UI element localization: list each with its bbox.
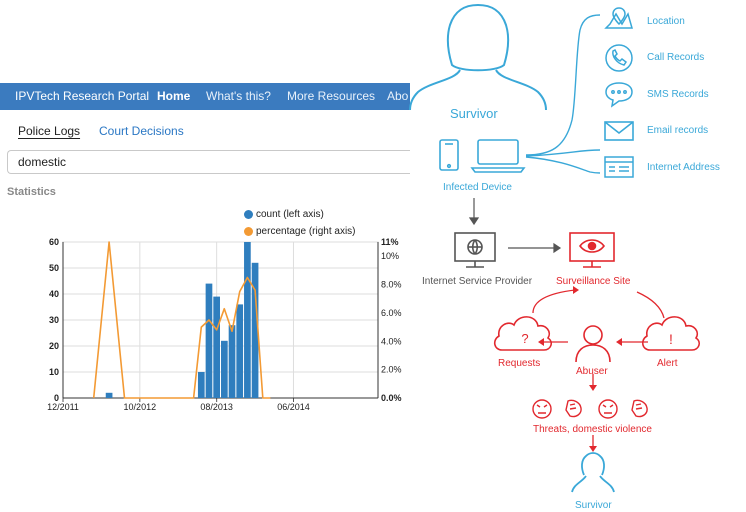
percentage-line [92,241,271,399]
statistics-chart: 60 50 40 30 20 10 0 11% 10% 8.0% 6.0% 4.0% 2.0% 0.0% 1… [47,237,402,412]
threats-label: Threats, domestic violence [533,424,652,435]
y-left-tick-label: 50 [49,263,59,273]
isp-label: Internet Service Provider [422,276,533,287]
call-records-icon [605,44,633,72]
sms-records-icon [605,82,633,108]
location-icon [604,7,633,29]
x-tick-label: 12/2011 [47,402,79,412]
alert-exclamation: ! [669,331,673,347]
nav-about[interactable]: Abo [387,89,409,103]
y-left-tick-label: 20 [49,341,59,351]
surveillance-site-label: Surveillance Site [556,276,631,287]
y-right-tick-label: 8.0% [381,280,402,290]
email-records-icon [604,121,634,141]
nav-whats-this[interactable]: What's this? [206,89,271,103]
count-bar [205,283,213,398]
y-right-tick-label: 11% [381,237,399,247]
requests-label: Requests [498,358,541,369]
count-bar [244,242,251,398]
y-right-tick-label: 0.0% [381,393,402,403]
survivor-top-label: Survivor [450,106,498,121]
x-tick-label: 06/2014 [277,402,310,412]
surveillance-diagram: ? ! [409,3,701,493]
nav-more-resources[interactable]: More Resources [287,89,376,103]
alert-cloud-icon [641,316,701,351]
abuser-label: Abuser [576,366,608,377]
count-bar [251,262,259,398]
y-right-tick-label: 6.0% [381,308,402,318]
fist-icon-2 [631,399,648,418]
count-bar [197,372,205,398]
y-right-tick-label: 10% [381,251,399,261]
infected-device-label: Infected Device [443,182,512,193]
isp-monitor-icon [454,232,496,268]
phone-icon [439,139,459,171]
alert-label: Alert [657,358,678,369]
requests-question-mark: ? [521,331,528,346]
tab-police-logs[interactable]: Police Logs [18,124,81,138]
y-left-tick-label: 10 [49,367,59,377]
search-input[interactable]: domestic [7,150,410,174]
sms-records-label: SMS Records [647,89,709,100]
nav-home[interactable]: Home [157,89,191,103]
y-left-tick-label: 30 [49,315,59,325]
y-left-tick-label: 60 [49,237,59,247]
abuser-icon [575,325,611,363]
internet-address-icon [604,156,634,178]
y-right-tick-label: 2.0% [381,365,402,375]
count-bar [213,296,220,398]
y-right-tick-label: 4.0% [381,336,402,346]
count-bar [236,304,244,398]
y-left-tick-label: 40 [49,289,59,299]
call-records-label: Call Records [647,52,705,63]
angry-face-icon-1 [532,399,552,419]
legend-percentage-swatch [244,227,253,236]
legend-count-label: count (left axis) [256,209,324,220]
count-bar [221,340,228,398]
count-bar [228,325,236,398]
internet-address-label: Internet Address [647,162,720,173]
tab-court-decisions[interactable]: Court Decisions [99,124,184,138]
statistics-heading: Statistics [7,186,56,198]
survivor-bottom-label: Survivor [575,500,612,511]
angry-face-icon-2 [598,399,618,419]
legend-count-swatch [244,210,253,219]
surveillance-site-icon [569,232,615,268]
location-label: Location [647,16,685,27]
brand-link[interactable]: IPVTech Research Portal [15,89,150,103]
requests-cloud-icon [493,316,553,351]
fist-icon-1 [565,399,582,418]
survivor-bottom-icon [571,452,615,493]
x-tick-label: 08/2013 [200,402,233,412]
top-navbar: IPVTech Research Portal Home What's this… [0,83,410,110]
survivor-top-icon [409,3,547,111]
laptop-icon [470,139,526,173]
count-bar [105,392,113,398]
legend-percentage-label: percentage (right axis) [256,226,356,237]
email-records-label: Email records [647,125,709,136]
x-tick-label: 10/2012 [124,402,157,412]
y-left-tick-label: 0 [54,393,59,403]
